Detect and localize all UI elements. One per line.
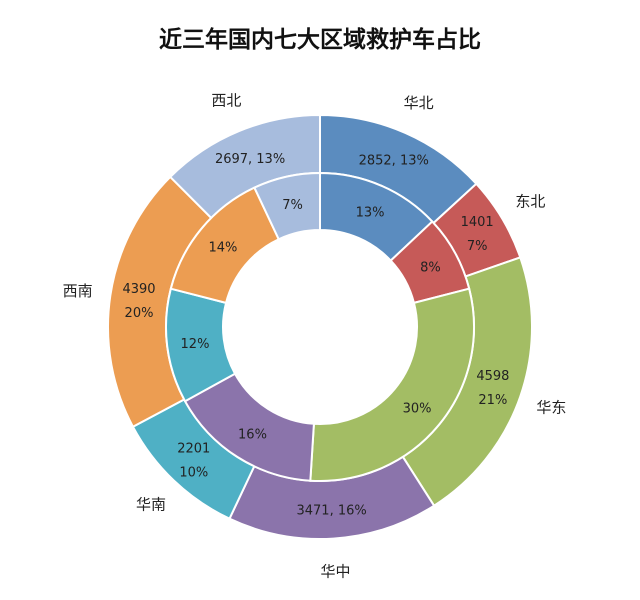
inner-slice-华东 <box>309 287 475 482</box>
outer-data-label: 3471, 16% <box>296 504 366 519</box>
category-label: 华南 <box>136 495 166 513</box>
inner-data-label: 8% <box>420 260 441 275</box>
inner-data-label: 16% <box>238 427 267 442</box>
outer-data-label: 1401 <box>461 215 494 230</box>
outer-data-label: 10% <box>179 466 208 481</box>
category-label: 东北 <box>515 192 545 210</box>
outer-data-label: 7% <box>467 239 488 254</box>
inner-data-label: 12% <box>181 337 210 352</box>
outer-data-label: 4390 <box>122 282 155 297</box>
category-label: 西北 <box>211 92 241 110</box>
category-label: 华东 <box>536 398 566 416</box>
inner-data-label: 14% <box>208 241 237 256</box>
inner-data-label: 30% <box>403 401 432 416</box>
category-label: 华北 <box>404 94 434 112</box>
outer-data-label: 2697, 13% <box>215 152 285 167</box>
inner-data-label: 13% <box>356 205 385 220</box>
outer-data-label: 21% <box>478 393 507 408</box>
inner-data-label: 7% <box>282 198 303 213</box>
outer-data-label: 2852, 13% <box>359 154 429 169</box>
category-label: 西南 <box>63 282 93 300</box>
outer-data-label: 20% <box>125 306 154 321</box>
inner-slice-西北 <box>253 171 321 241</box>
outer-data-label: 2201 <box>177 442 210 457</box>
category-label: 华中 <box>321 563 351 581</box>
chart-title: 近三年国内七大区域救护车占比 <box>159 27 481 53</box>
outer-data-label: 4598 <box>476 369 509 384</box>
